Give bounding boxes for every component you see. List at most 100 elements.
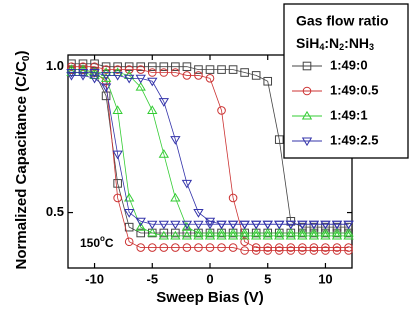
marker [263, 243, 273, 252]
marker [136, 243, 146, 252]
formula-sub: 3 [369, 42, 374, 52]
marker [298, 246, 307, 255]
marker [124, 209, 135, 218]
marker [135, 221, 146, 231]
legend-label: 1:49:2.5 [330, 132, 378, 147]
marker [331, 230, 343, 240]
marker [321, 243, 330, 252]
marker [194, 71, 203, 80]
marker [250, 227, 262, 237]
marker [308, 230, 320, 240]
marker [285, 230, 296, 240]
y-tick-label: 1.0 [46, 58, 64, 73]
marker [158, 230, 170, 240]
marker [170, 220, 181, 230]
marker [263, 246, 273, 255]
formula-part: SiH [296, 35, 319, 51]
formula-part: :NH [344, 35, 369, 51]
marker [321, 246, 330, 255]
series-line [71, 66, 349, 248]
formula-part: :N [324, 35, 339, 51]
marker [297, 220, 308, 230]
marker [251, 71, 261, 80]
marker [181, 221, 193, 231]
marker [320, 227, 331, 237]
marker [285, 220, 296, 230]
marker [181, 179, 193, 189]
marker [159, 68, 169, 77]
marker [101, 62, 111, 71]
marker [205, 65, 215, 74]
legend-marker [301, 110, 313, 120]
marker [262, 220, 273, 230]
marker [228, 243, 238, 252]
marker [343, 220, 354, 230]
marker [240, 68, 249, 77]
marker [320, 230, 331, 240]
marker [78, 62, 88, 71]
marker [343, 230, 354, 240]
marker [147, 227, 158, 237]
marker [216, 230, 227, 240]
marker [158, 220, 170, 230]
marker [227, 230, 239, 240]
marker [100, 71, 112, 81]
marker [193, 209, 204, 218]
marker [286, 246, 296, 255]
y-label-sub: 0 [21, 55, 32, 61]
series-line [71, 63, 349, 228]
marker [170, 192, 181, 202]
x-tick-label: -10 [85, 271, 104, 286]
marker [274, 243, 284, 252]
legend-marker [301, 137, 313, 147]
marker [320, 220, 331, 230]
marker [344, 246, 353, 255]
x-axis-label: Sweep Bias (V) [156, 289, 264, 306]
legend-label: 1:49:0 [330, 57, 368, 72]
marker [113, 62, 122, 71]
marker [136, 65, 146, 74]
marker [250, 220, 262, 230]
marker [216, 220, 227, 230]
marker [136, 62, 146, 71]
marker [217, 106, 226, 115]
marker [135, 217, 146, 227]
marker [147, 77, 158, 87]
marker [147, 68, 157, 77]
marker [228, 193, 238, 203]
marker [308, 227, 320, 237]
marker [170, 136, 181, 145]
marker [274, 135, 284, 144]
marker [274, 227, 285, 237]
series-line [71, 69, 349, 251]
marker [298, 243, 307, 252]
marker [124, 237, 134, 247]
legend-marker [302, 86, 312, 96]
marker [159, 62, 169, 71]
marker [113, 193, 122, 203]
marker [147, 62, 157, 71]
legend-subtitle: SiH4:N2:NH3 [296, 35, 374, 53]
y-label-end: ) [13, 51, 30, 56]
marker [240, 237, 249, 247]
marker [66, 71, 77, 81]
marker [124, 74, 135, 84]
marker [124, 192, 135, 202]
marker [77, 68, 89, 78]
marker [344, 243, 353, 252]
marker [112, 150, 123, 160]
legend-box [283, 3, 409, 159]
marker [89, 68, 100, 78]
y-tick-label: 0.5 [46, 204, 64, 219]
marker [181, 230, 193, 240]
marker [204, 230, 216, 240]
marker [285, 227, 296, 237]
marker [331, 220, 343, 230]
marker [147, 105, 158, 114]
marker [227, 220, 239, 230]
legend: Gas flow ratio SiH4:N2:NH3 1:49:0 1:49:0.… [283, 3, 409, 159]
marker [159, 243, 169, 252]
marker [170, 230, 181, 240]
marker [343, 227, 354, 237]
